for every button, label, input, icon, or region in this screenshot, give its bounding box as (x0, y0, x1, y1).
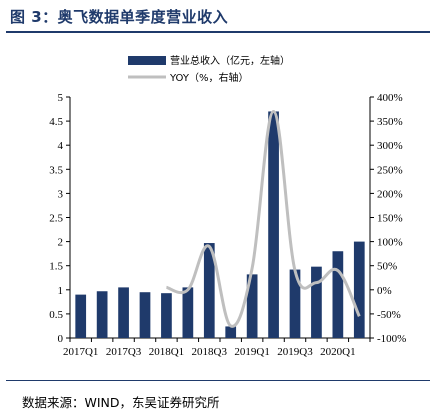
revenue-bar (182, 287, 194, 338)
revenue-bar (161, 293, 172, 338)
legend-line-label: YOY（%，右轴） (169, 71, 249, 84)
legend-bar-label: 营业总收入（亿元，左轴） (170, 54, 290, 67)
revenue-bar (75, 294, 87, 338)
y-right-tick-label: 200% (377, 188, 403, 200)
revenue-bar (139, 292, 151, 338)
revenue-bar (203, 243, 215, 338)
y-right-tick-label: -100% (377, 333, 406, 345)
y-right-tick-label: -50% (377, 309, 401, 321)
legend: 营业总收入（亿元，左轴） YOY（%，右轴） (128, 54, 290, 84)
yoy-line (165, 109, 361, 328)
tick-labels: 0 0.5 1 1.5 2 2.5 3 3.5 4 4.5 5 -100% -50% 0% 50% 100% 1… (49, 92, 406, 358)
legend-bar-swatch (128, 56, 166, 65)
y-right-tick-label: 250% (377, 164, 403, 176)
y-left-tick-label: 1 (58, 285, 64, 297)
y-left-tick-label: 3 (58, 188, 64, 200)
revenue-bar (246, 274, 258, 338)
y-left-tick-label: 4 (58, 140, 64, 152)
figure-title: 图 3：奥飞数据单季度营业收入 (10, 8, 229, 26)
y-right-tick-label: 350% (377, 116, 403, 128)
revenue-bar (311, 266, 322, 338)
y-left-tick-label: 0 (58, 333, 64, 345)
revenue-bar (353, 241, 365, 338)
y-left-tick-label: 2.5 (49, 213, 63, 225)
yoy-series (165, 109, 361, 328)
title-divider (6, 31, 430, 33)
x-tick-label: 2018Q1 (149, 346, 184, 358)
axes (66, 96, 374, 342)
y-left-tick-label: 2 (58, 237, 64, 249)
y-left-tick-label: 0.5 (49, 309, 63, 321)
y-right-tick-label: 100% (377, 237, 403, 249)
x-tick-label: 2018Q3 (192, 346, 228, 358)
y-right-tick-label: 50% (377, 261, 397, 273)
y-left-tick-label: 5 (58, 92, 64, 104)
x-tick-label: 2020Q1 (320, 346, 355, 358)
x-tick-label: 2019Q1 (234, 346, 269, 358)
x-tick-label: 2017Q1 (63, 346, 98, 358)
revenue-bar (96, 291, 108, 338)
revenue-bar (225, 326, 237, 338)
source-divider (6, 380, 430, 381)
bar-series (75, 111, 365, 339)
x-tick-label: 2017Q3 (106, 346, 142, 358)
revenue-chart: 营业总收入（亿元，左轴） YOY（%，右轴） 0 0.5 1 1.5 2 2.5 3 3.5 4… (49, 54, 406, 358)
revenue-bar (289, 269, 301, 338)
y-right-tick-label: 150% (377, 213, 403, 225)
revenue-bar (332, 251, 344, 338)
y-left-tick-label: 3.5 (49, 164, 63, 176)
revenue-bar (118, 287, 129, 338)
y-right-tick-label: 300% (377, 140, 403, 152)
revenue-bar (268, 111, 279, 339)
y-right-tick-label: 0% (377, 285, 392, 297)
y-right-tick-label: 400% (377, 92, 403, 104)
y-left-tick-label: 1.5 (49, 261, 63, 273)
y-left-tick-label: 4.5 (49, 116, 63, 128)
x-tick-label: 2019Q3 (277, 346, 313, 358)
source-note: 数据来源：WIND，东吴证券研究所 (22, 395, 220, 410)
